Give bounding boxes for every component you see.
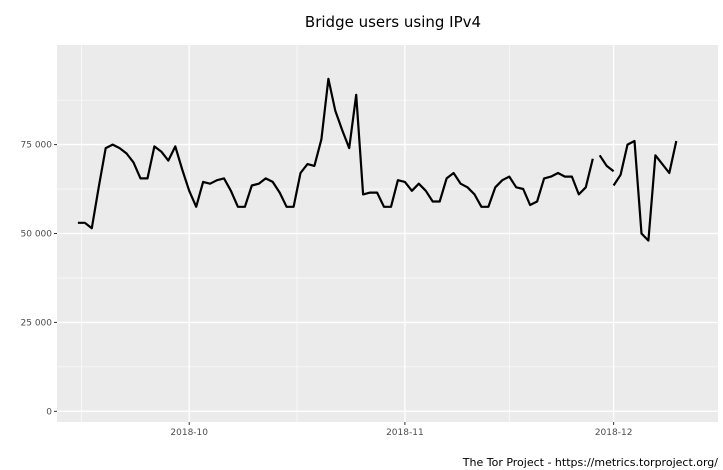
y-tick-label: 25 000 [21,318,53,328]
x-tick-label: 2018-12 [595,428,633,438]
x-tick-label: 2018-10 [170,428,208,438]
grid-lines [57,45,718,422]
y-tick-label: 50 000 [21,230,53,240]
series-line-segment [598,154,615,173]
chart-caption: The Tor Project - https://metrics.torpro… [462,456,719,469]
x-axis: 2018-10 2018-11 2018-12 [170,422,632,438]
series-line-segment [612,139,678,242]
y-tick-label: 0 [46,407,52,417]
x-tick-label: 2018-11 [386,428,424,438]
y-tick-label: 75 000 [21,141,53,151]
series-line [77,77,678,242]
y-axis: 0 25 000 50 000 75 000 [21,141,57,417]
series-line-segment [77,77,594,230]
chart-title: Bridge users using IPv4 [305,13,481,31]
